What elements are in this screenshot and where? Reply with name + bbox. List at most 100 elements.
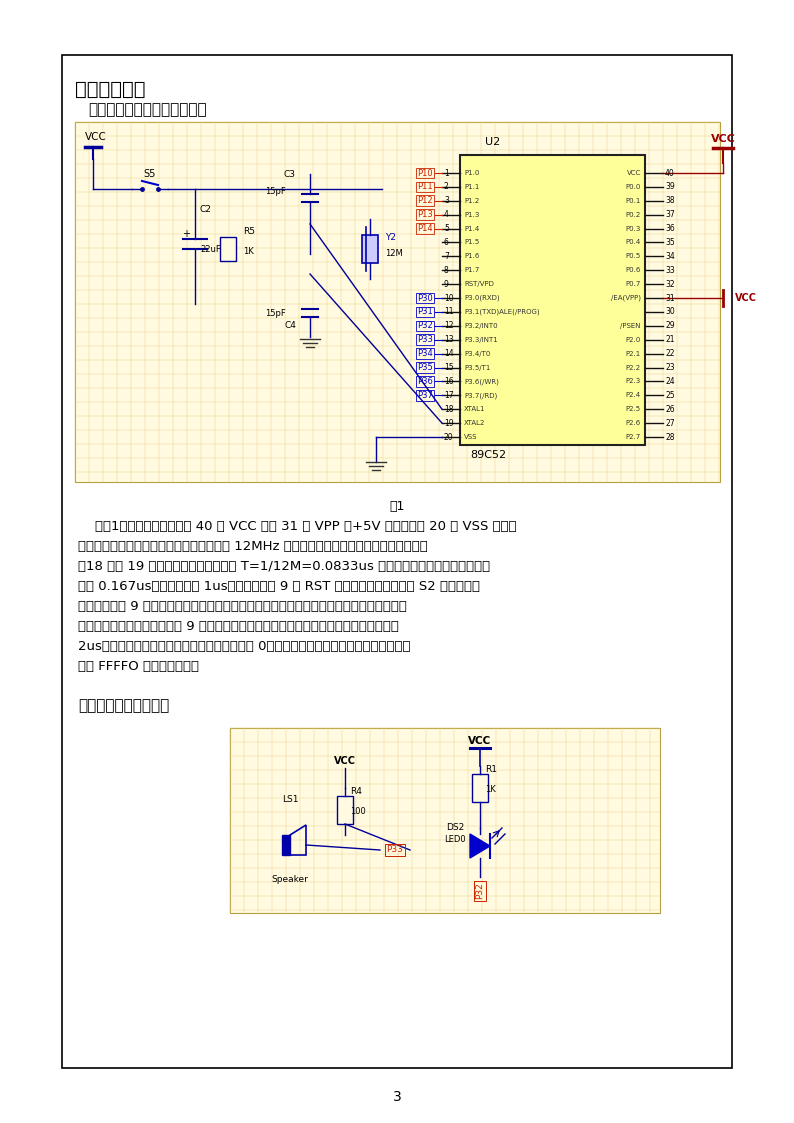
Text: 24: 24	[665, 377, 675, 386]
Text: P33: P33	[417, 336, 433, 345]
Text: （二）：水位报警模块: （二）：水位报警模块	[78, 699, 169, 713]
Text: C3: C3	[284, 170, 296, 179]
Text: 5: 5	[444, 225, 449, 234]
Text: R5: R5	[243, 227, 255, 236]
Text: P10: P10	[417, 168, 433, 177]
Text: 19: 19	[444, 419, 453, 428]
Text: P3.7(/RD): P3.7(/RD)	[464, 392, 497, 399]
Text: 15pF: 15pF	[264, 188, 285, 197]
Text: P3.0(RXD): P3.0(RXD)	[464, 295, 499, 301]
Text: 13: 13	[444, 336, 453, 345]
Bar	[230, 728, 660, 913]
Text: +: +	[182, 229, 190, 239]
Text: 89C52: 89C52	[470, 450, 506, 460]
Text: P11: P11	[417, 182, 433, 191]
Text: P33: P33	[387, 846, 403, 855]
Text: 序从 FFFFO 地址开始执行。: 序从 FFFFO 地址开始执行。	[78, 660, 199, 673]
Text: P1.2: P1.2	[464, 198, 480, 203]
Text: LS1: LS1	[282, 795, 299, 804]
Text: 37: 37	[665, 210, 675, 219]
Text: P1.5: P1.5	[464, 239, 480, 246]
Text: P37: P37	[417, 391, 433, 400]
Text: 28: 28	[665, 432, 674, 441]
Text: P0.1: P0.1	[626, 198, 641, 203]
Text: 11: 11	[444, 308, 453, 317]
Text: 10: 10	[444, 293, 453, 302]
Text: P1.6: P1.6	[464, 254, 480, 259]
Text: 保证单片机的正常工作状态。由振荡频率为 12MHz 的晶体振荡器组成的振荡电路连接单片机: 保证单片机的正常工作状态。由振荡频率为 12MHz 的晶体振荡器组成的振荡电路连…	[78, 540, 428, 553]
Text: 31: 31	[665, 293, 675, 302]
Text: 20: 20	[444, 432, 453, 441]
Text: R4: R4	[350, 787, 362, 796]
Text: 1K: 1K	[243, 247, 254, 256]
Text: 电源与电阵构成通路，输入第 9 脚的是高电平，当高电平持续时间超过两个机器时间（即: 电源与电阵构成通路，输入第 9 脚的是高电平，当高电平持续时间超过两个机器时间（…	[78, 620, 399, 633]
Text: 9: 9	[444, 280, 449, 289]
Text: P2.4: P2.4	[626, 392, 641, 399]
Text: RST/VPD: RST/VPD	[464, 281, 494, 287]
Text: P2.5: P2.5	[626, 407, 641, 412]
Text: 7: 7	[444, 252, 449, 261]
Text: 14: 14	[444, 349, 453, 358]
Text: 三：项目设计: 三：项目设计	[75, 80, 145, 99]
Text: P30: P30	[417, 293, 433, 302]
Text: 40: 40	[665, 168, 675, 177]
Text: 15: 15	[444, 363, 453, 372]
Bar	[220, 237, 236, 261]
Text: 4: 4	[444, 210, 449, 219]
Text: U2: U2	[485, 137, 500, 147]
Text: 3: 3	[392, 1090, 402, 1104]
Bar	[362, 235, 378, 263]
Text: 36: 36	[665, 225, 675, 234]
Text: 12M: 12M	[385, 249, 403, 258]
Text: VCC: VCC	[626, 170, 641, 176]
Text: 18: 18	[444, 404, 453, 413]
Text: 6: 6	[444, 238, 449, 247]
Text: 30: 30	[665, 308, 675, 317]
Text: P3.2/INT0: P3.2/INT0	[464, 322, 498, 329]
Text: P31: P31	[417, 308, 433, 317]
Text: P1.3: P1.3	[464, 211, 480, 218]
Bar	[75, 122, 720, 482]
Text: 21: 21	[665, 336, 674, 345]
Text: VCC: VCC	[85, 133, 107, 141]
Text: P2.2: P2.2	[626, 365, 641, 371]
Text: S5: S5	[144, 168, 156, 179]
Text: 下时，接入第 9 脚的是低电平，此时单片机依据当前的状态继续工作，当按下开关按键时，: 下时，接入第 9 脚的是低电平，此时单片机依据当前的状态继续工作，当按下开关按键…	[78, 600, 407, 613]
Bar	[337, 796, 353, 824]
Text: 2us）时，复位操作生效，单片机内的寄存器清 0，指令缓冲器清空，复位信号消失后，程: 2us）时，复位操作生效，单片机内的寄存器清 0，指令缓冲器清空，复位信号消失后…	[78, 640, 410, 652]
Text: P3.4/T0: P3.4/T0	[464, 350, 491, 357]
Text: 26: 26	[665, 404, 675, 413]
Text: P1.4: P1.4	[464, 226, 480, 231]
Text: P12: P12	[417, 197, 433, 206]
Text: 16: 16	[444, 377, 453, 386]
Text: 2: 2	[444, 182, 449, 191]
Text: DS2: DS2	[446, 823, 464, 832]
Text: /EA(VPP): /EA(VPP)	[611, 295, 641, 301]
Text: R1: R1	[485, 766, 497, 775]
Text: 35: 35	[665, 238, 675, 247]
Text: VCC: VCC	[468, 736, 491, 746]
Text: P0.4: P0.4	[626, 239, 641, 246]
Text: P2.0: P2.0	[626, 337, 641, 343]
Text: 22: 22	[665, 349, 674, 358]
Text: VSS: VSS	[464, 433, 477, 440]
Text: 32: 32	[665, 280, 675, 289]
Text: P3.5/T1: P3.5/T1	[464, 365, 491, 371]
Text: P34: P34	[417, 349, 433, 358]
Bar	[282, 836, 290, 855]
Text: P1.1: P1.1	[464, 184, 480, 190]
Polygon shape	[470, 834, 490, 858]
Text: 1K: 1K	[485, 785, 495, 794]
Text: P32: P32	[476, 883, 484, 900]
Text: P3.6(/WR): P3.6(/WR)	[464, 378, 499, 385]
Text: 22uF: 22uF	[200, 245, 221, 254]
Bar	[62, 55, 732, 1068]
Text: P14: P14	[417, 225, 433, 234]
Bar	[460, 155, 645, 445]
Text: XTAL2: XTAL2	[464, 420, 485, 426]
Text: 25: 25	[665, 391, 675, 400]
Text: 27: 27	[665, 419, 675, 428]
Text: P2.3: P2.3	[626, 378, 641, 384]
Text: Y2: Y2	[385, 232, 396, 241]
Text: 15pF: 15pF	[264, 310, 285, 319]
